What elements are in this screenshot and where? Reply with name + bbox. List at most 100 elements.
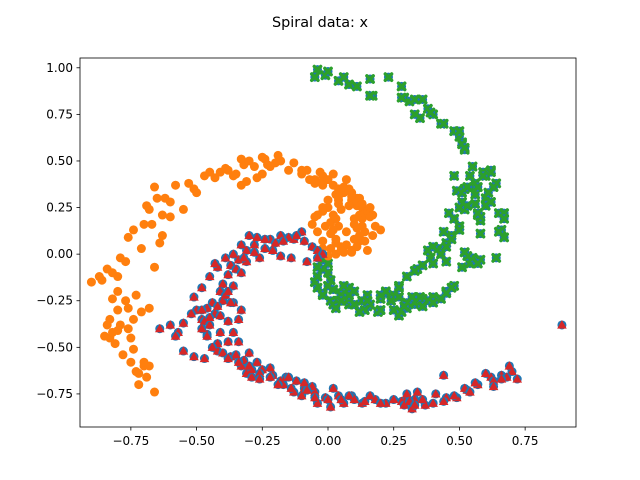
data-point [493,226,504,237]
data-point [225,297,236,308]
data-point [417,394,428,405]
data-point [344,186,354,196]
data-point [236,267,247,278]
data-point [344,201,354,211]
data-point [284,165,294,175]
data-point [365,90,375,101]
data-point [446,282,457,293]
data-point [328,225,338,235]
data-point [110,339,120,349]
data-point [344,290,354,301]
data-point [336,245,346,255]
data-point [150,182,160,192]
data-point [94,272,104,282]
y-tick-label: −0.25 [36,294,73,308]
data-point [286,383,297,393]
data-point [352,81,362,92]
data-point [220,163,230,173]
y-tick-label: 0.00 [46,247,73,261]
data-point [260,243,270,254]
data-point [480,200,491,211]
data-point [430,389,441,399]
data-point [131,290,141,300]
data-point [425,107,436,118]
data-point [197,323,207,334]
data-point [220,253,231,263]
x-tick-label: 0.75 [512,434,539,448]
data-point [309,72,320,83]
series-2 [154,226,567,414]
data-point [475,228,486,239]
data-point [317,290,328,301]
data-point [121,296,131,306]
data-point [417,301,428,312]
data-point [128,314,138,324]
data-point [223,316,233,326]
data-point [344,79,354,90]
data-point [394,282,404,293]
data-point [368,231,378,241]
data-point [152,193,162,203]
data-point [347,247,357,257]
data-point [291,376,302,386]
data-point [210,258,220,268]
data-point [236,154,246,164]
data-point [252,232,262,242]
data-point [257,152,267,162]
plot-points [86,64,567,414]
data-point [504,361,515,371]
data-point [107,327,117,337]
data-point [128,344,138,354]
data-point [197,282,207,293]
data-point [365,74,375,84]
data-point [231,349,241,360]
data-point [441,241,452,252]
data-point [357,199,367,209]
data-point [123,303,133,313]
data-point [123,324,133,334]
data-point [142,201,152,211]
data-point [178,204,188,214]
data-point [336,394,346,405]
data-point [438,226,449,237]
data-point [257,169,267,179]
data-point [415,113,425,124]
data-point [218,279,228,289]
data-point [246,372,257,382]
data-point [480,368,491,378]
data-point [401,271,412,282]
data-point [263,160,273,170]
data-point [86,277,96,287]
data-point [438,118,449,129]
data-point [100,331,110,341]
data-point [328,169,338,179]
data-point [273,150,283,160]
data-point [249,240,260,250]
data-point [239,253,249,263]
data-point [302,256,312,267]
x-tick-label: 0.25 [380,434,407,448]
data-point [407,292,418,302]
y-tick-label: 0.25 [46,201,73,215]
data-point [512,374,523,384]
data-point [270,238,281,248]
data-point [197,305,207,315]
data-point [323,258,333,269]
data-point [150,262,160,272]
data-point [178,346,189,356]
y-tick-label: −0.75 [36,387,73,401]
data-point [291,230,302,241]
data-point [204,271,215,282]
data-point [233,336,244,347]
data-point [289,158,299,168]
data-point [205,167,215,177]
data-point [102,320,112,330]
data-point [472,208,483,219]
data-point [202,331,212,341]
chart-title: Spiral data: x [272,15,368,31]
data-point [454,126,465,137]
x-tick-label: 0.50 [446,434,473,448]
data-point [312,262,323,273]
data-point [244,156,254,166]
